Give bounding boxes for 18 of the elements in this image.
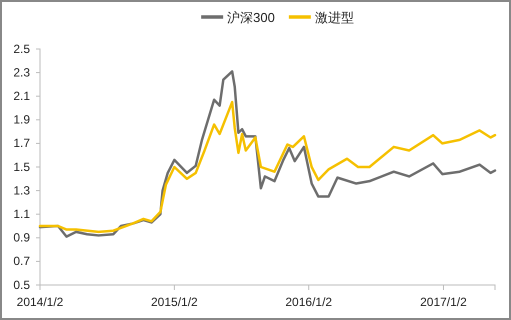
y-tick-label: 1.1 [13, 207, 30, 222]
y-tick-label: 1.3 [13, 183, 30, 198]
x-tick-label: 2017/1/2 [420, 295, 468, 310]
legend-label: 沪深300 [227, 10, 275, 25]
y-tick-label: 1.5 [13, 160, 30, 174]
line-series [38, 100, 496, 234]
y-tick-label: 0.5 [13, 278, 30, 292]
legend-label: 激进型 [314, 10, 354, 25]
x-tick-label: 2014/1/2 [16, 295, 64, 310]
y-tick-label: 1.7 [13, 136, 30, 150]
y-tick-label: 0.9 [13, 230, 30, 245]
x-tick-label: 2016/1/2 [285, 295, 332, 310]
x-tick-label: 2015/1/2 [151, 295, 198, 310]
y-tick-label: 0.7 [13, 254, 30, 268]
y-tick-label: 1.9 [13, 112, 30, 127]
y-tick-label: 2.5 [13, 42, 30, 56]
y-tick-label: 2.1 [13, 89, 30, 104]
y-tick-label: 2.3 [13, 65, 30, 80]
